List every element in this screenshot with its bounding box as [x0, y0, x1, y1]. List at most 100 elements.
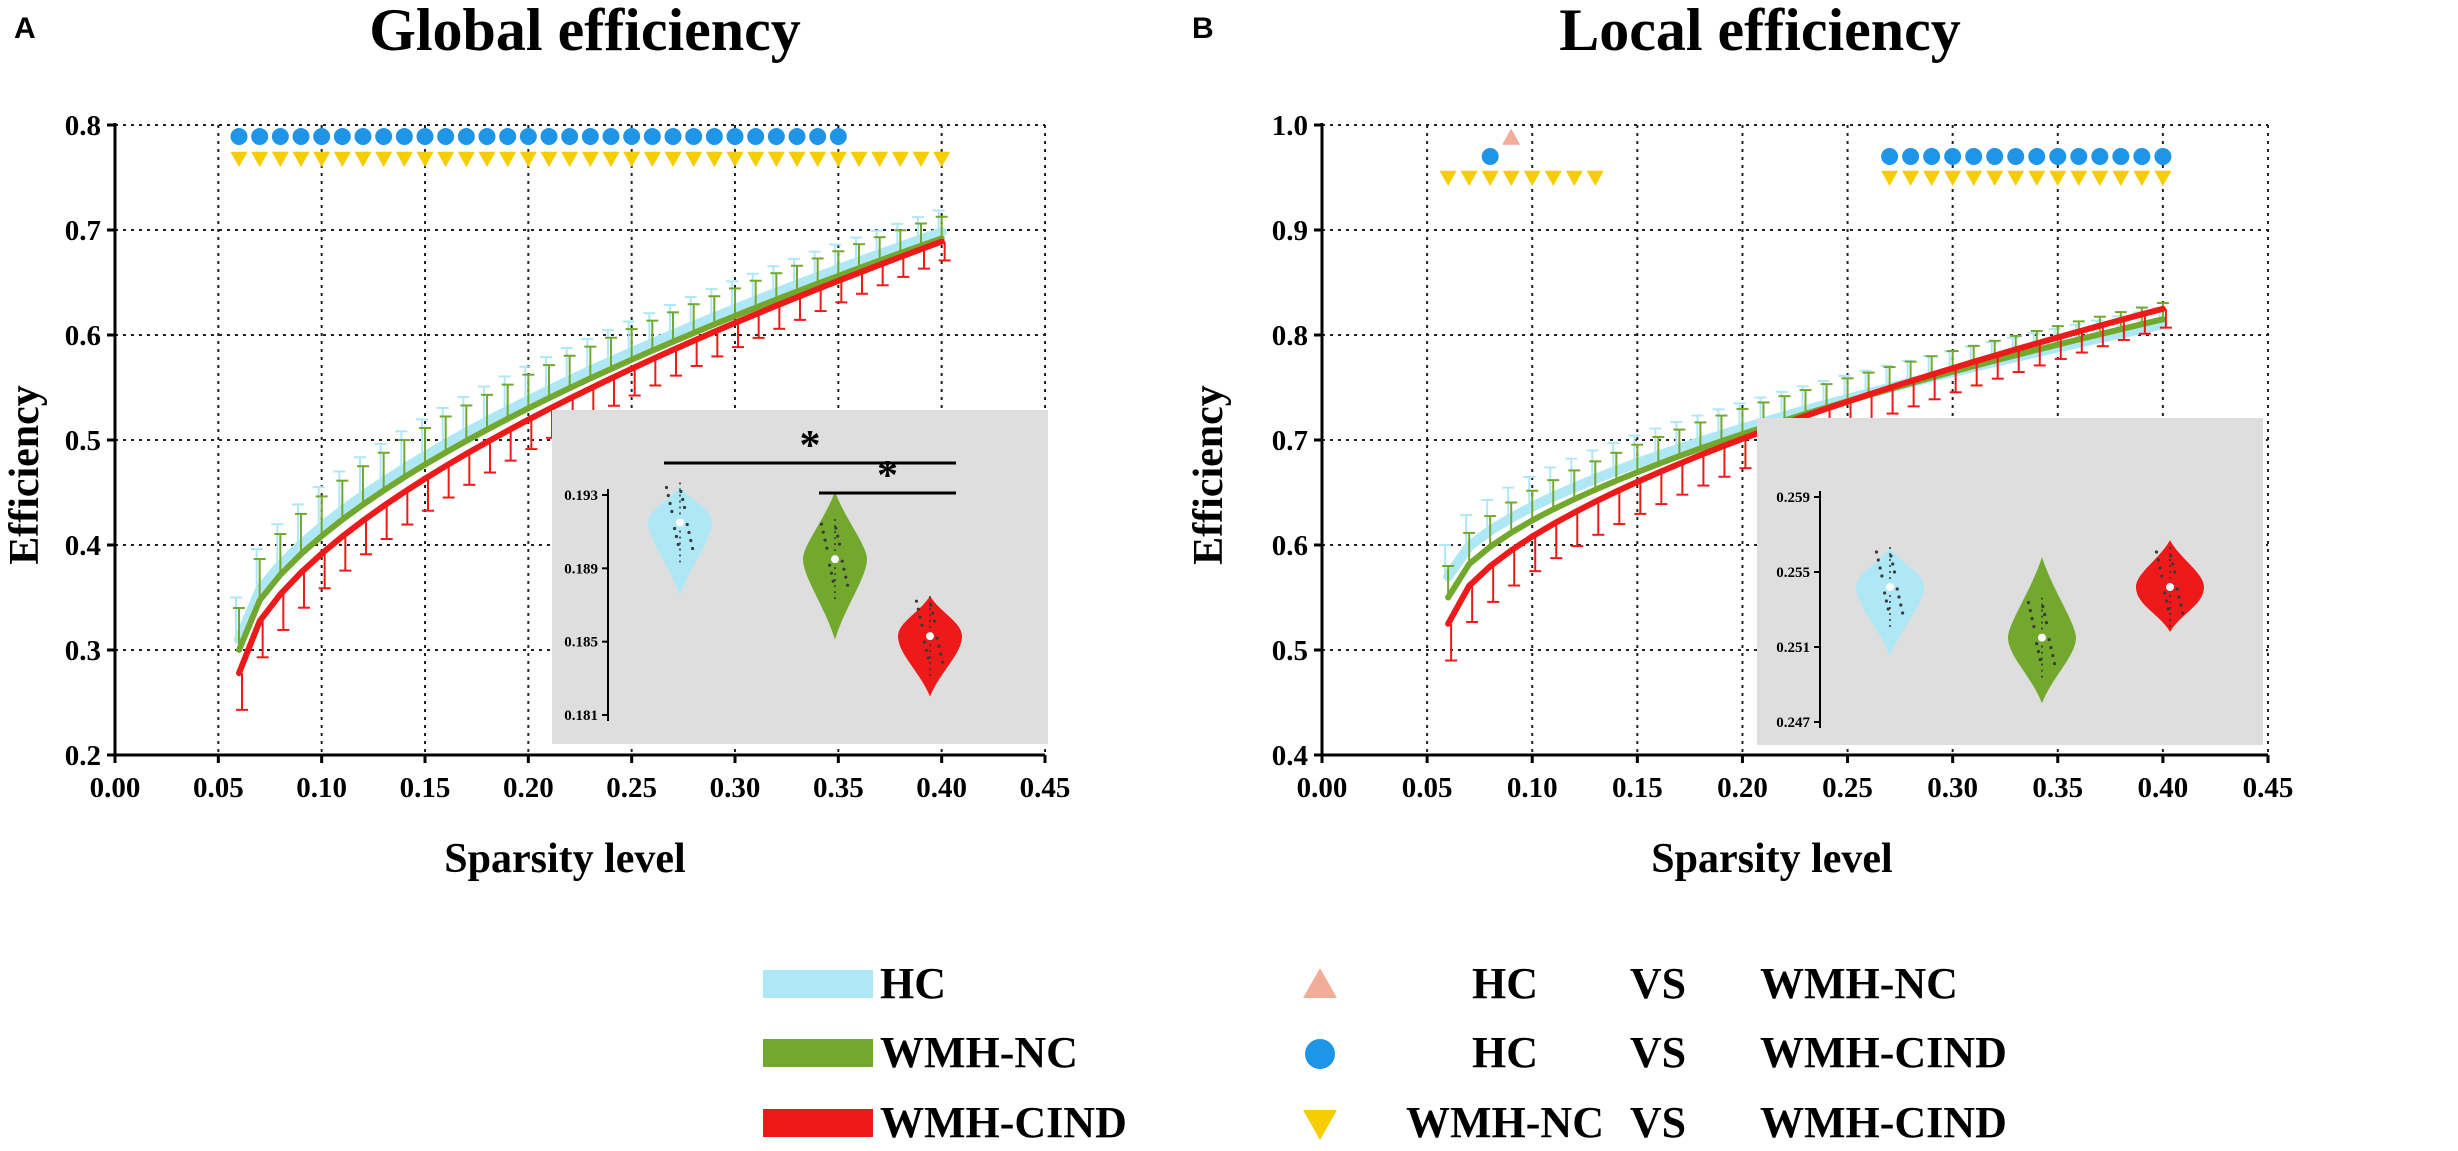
panel-b-significance-markers — [1439, 128, 2172, 186]
significance-triangle-down-marker — [2028, 170, 2046, 186]
x-tick-label: 0.25 — [1822, 772, 1873, 804]
significance-triangle-down-marker — [2007, 170, 2025, 186]
violin-data-point — [937, 644, 941, 648]
violin-data-point — [844, 575, 848, 579]
legend-comparison-vs: VS — [1630, 1028, 1686, 1077]
inset-y-tick-label: 0.189 — [564, 561, 598, 577]
x-tick-label: 0.45 — [1020, 772, 1071, 804]
significance-triangle-down-marker — [1902, 170, 1920, 186]
violin-data-point — [837, 542, 842, 546]
significance-triangle-down-marker — [375, 151, 393, 168]
significance-triangle-down-marker — [747, 151, 765, 168]
panel-b-inset-violin: 0.247 0.251 0.255 0.259 — [1757, 418, 2263, 745]
y-tick-label: 0.6 — [65, 320, 101, 352]
significance-triangle-down-marker — [933, 151, 951, 168]
panel-a-title: Global efficiency — [369, 0, 801, 63]
panel-b-series — [1439, 302, 2172, 662]
legend-comparison-b: WMH-CIND — [1760, 1028, 2007, 1077]
significance-circle-marker — [457, 128, 475, 146]
significance-triangle-down-marker — [2154, 170, 2172, 186]
violin-data-point — [2181, 611, 2185, 615]
series-wmh-nc — [233, 215, 948, 653]
panel-a-x-axis-title: Sparsity level — [444, 836, 685, 882]
violin-data-point — [918, 615, 922, 619]
significance-triangle-down-marker — [457, 151, 475, 168]
significance-circle-marker — [375, 128, 393, 146]
violin-median-marker — [1886, 583, 1894, 591]
violin-data-point — [924, 648, 929, 652]
significance-triangle-down-marker — [809, 151, 827, 168]
significance-circle-marker — [313, 128, 331, 146]
violin-data-point — [685, 522, 689, 527]
violin-data-point — [2032, 625, 2036, 629]
legend-group-wmh-nc: WMH-NC — [763, 1028, 1078, 1077]
violin-data-point — [825, 546, 829, 550]
legend-group-hc: HC — [763, 959, 946, 1008]
violin-median-marker — [2038, 633, 2046, 642]
violin-data-point — [929, 603, 933, 607]
violin-data-point — [836, 534, 840, 538]
violin-data-point — [828, 563, 832, 567]
violin-data-point — [2038, 658, 2042, 662]
violin-data-point — [2036, 650, 2040, 654]
significance-triangle-down-marker — [540, 151, 558, 168]
significance-triangle-down-marker — [395, 151, 413, 168]
significance-triangle-down-marker — [354, 151, 372, 168]
y-tick-label: 0.5 — [1272, 635, 1308, 667]
panel-a-significance-markers — [230, 128, 951, 168]
series-wmh-cind — [236, 238, 951, 711]
violin-data-point — [2164, 599, 2168, 603]
significance-triangle-down-marker — [891, 151, 909, 168]
violin-data-point — [687, 530, 691, 535]
panel-a-y-axis-title: Efficiency — [2, 385, 48, 565]
violin-median-marker — [926, 632, 934, 641]
significance-triangle-down-marker — [2049, 170, 2067, 186]
significance-triangle-down-marker — [581, 151, 599, 168]
series-wmh-cind — [1445, 305, 2172, 662]
significance-circle-marker — [2112, 148, 2130, 165]
significance-triangle-down-marker — [1923, 170, 1941, 186]
violin-data-point — [1880, 574, 1884, 578]
violin-data-point — [2041, 605, 2045, 609]
violin-data-point — [2166, 607, 2170, 611]
x-tick-label: 0.15 — [400, 772, 451, 804]
significance-circle-marker — [2049, 148, 2067, 165]
significance-triangle-down-marker — [519, 151, 537, 168]
violin-data-point — [2030, 617, 2034, 621]
significance-triangle-down-marker — [333, 151, 351, 168]
violin-data-point — [1901, 611, 1905, 615]
significance-circle-marker — [1965, 148, 1983, 165]
inset-y-tick-label: 0.181 — [564, 708, 598, 724]
x-tick-label: 0.00 — [90, 772, 141, 804]
y-tick-label: 0.4 — [1272, 740, 1308, 772]
significance-circle-marker — [623, 128, 641, 146]
inset-y-tick-label: 0.255 — [1776, 565, 1810, 581]
significance-triangle-down-marker — [912, 151, 930, 168]
significance-circle-marker — [829, 128, 847, 146]
inset-y-tick-label: 0.185 — [564, 635, 598, 651]
violin-data-point — [1892, 570, 1897, 574]
significance-circle-marker — [478, 128, 496, 146]
inset-y-tick-label: 0.193 — [564, 488, 598, 504]
significance-triangle-down-marker — [313, 151, 331, 168]
x-tick-label: 0.30 — [1927, 772, 1978, 804]
significance-triangle-down-marker — [871, 151, 889, 168]
violin-data-point — [842, 567, 846, 571]
y-tick-label: 0.9 — [1272, 215, 1308, 247]
violin-data-point — [840, 559, 844, 563]
panel-b-y-axis-title: Efficiency — [1186, 385, 1232, 565]
y-tick-label: 0.7 — [1272, 425, 1308, 457]
series-line-wmh-cind — [236, 238, 945, 677]
panel-b-x-ticks: 0.00 0.05 0.10 0.15 0.20 0.25 0.30 0.35 0.40 0.45 — [1297, 755, 2293, 804]
significance-triangle-down-marker — [1565, 170, 1583, 186]
x-tick-label: 0.05 — [193, 772, 244, 804]
significance-circle-marker — [271, 128, 289, 146]
violin-data-point — [932, 619, 937, 623]
significance-circle-marker — [705, 128, 723, 146]
y-tick-label: 0.6 — [1272, 530, 1308, 562]
significance-triangle-down-marker — [230, 151, 248, 168]
legend-swatch-wmh-nc — [763, 1039, 873, 1067]
violin-data-point — [939, 652, 943, 656]
significance-triangle-down-marker — [623, 151, 641, 168]
